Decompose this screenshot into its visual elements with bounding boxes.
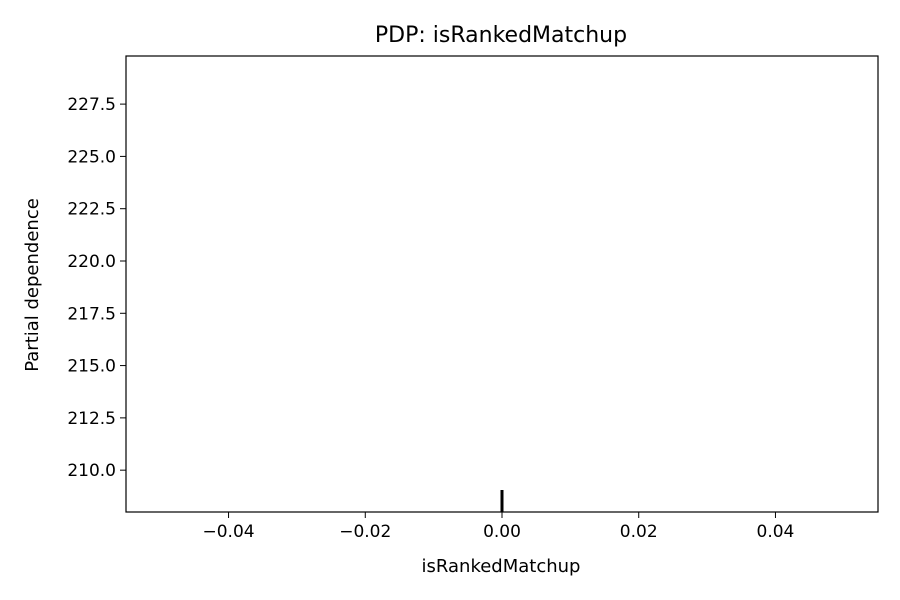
x-tick-label: 0.04 bbox=[757, 522, 795, 542]
y-tick-label: 220.0 bbox=[67, 252, 116, 272]
y-tick-label: 210.0 bbox=[67, 461, 116, 481]
y-tick-label: 227.5 bbox=[67, 95, 116, 115]
y-tick-label: 215.0 bbox=[67, 357, 116, 377]
y-tick-label: 225.0 bbox=[67, 147, 116, 167]
chart-title: PDP: isRankedMatchup bbox=[375, 23, 627, 48]
x-axis-label: isRankedMatchup bbox=[422, 556, 581, 577]
y-axis-label: Partial dependence bbox=[22, 198, 43, 372]
plot-frame bbox=[125, 55, 879, 513]
plot-area bbox=[125, 55, 879, 513]
y-tick-label: 212.5 bbox=[67, 409, 116, 429]
y-tick-label: 217.5 bbox=[67, 304, 116, 324]
x-axis: −0.04 −0.02 0.00 0.02 0.04 bbox=[202, 512, 794, 542]
y-axis: 210.0 212.5 215.0 217.5 220.0 222.5 225.0 227.5 bbox=[67, 95, 126, 481]
y-tick-label: 222.5 bbox=[67, 200, 116, 220]
x-tick-label: −0.02 bbox=[339, 522, 391, 542]
x-tick-label: 0.00 bbox=[483, 522, 521, 542]
x-tick-label: 0.02 bbox=[620, 522, 658, 542]
x-tick-label: −0.04 bbox=[202, 522, 254, 542]
